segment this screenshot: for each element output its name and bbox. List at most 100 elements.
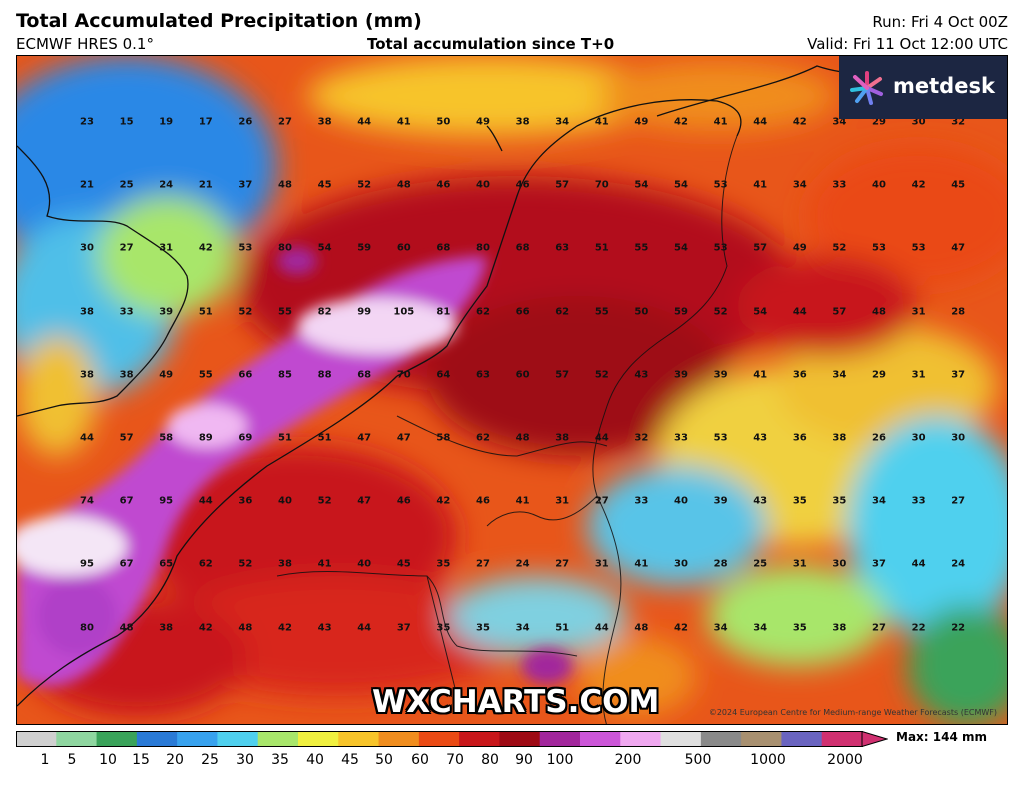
grid-value: 38 [119,369,134,381]
scale-tick-label: 60 [411,752,429,768]
grid-value: 37 [872,558,886,570]
grid-value: 19 [159,116,174,128]
grid-value: 54 [317,242,332,254]
grid-value: 44 [911,558,926,570]
grid-value: 32 [951,116,966,128]
scale-tick-label: 1 [40,752,50,768]
grid-value: 52 [357,179,372,191]
grid-value: 44 [594,432,609,444]
grid-value: 66 [238,369,253,381]
grid-value: 28 [951,306,966,318]
scale-tick-label: 20 [166,752,184,768]
grid-value: 49 [792,242,807,254]
grid-value: 53 [713,432,728,444]
grid-value: 48 [278,179,292,191]
grid-value: 51 [594,242,609,254]
metdesk-logo: metdesk [839,56,1007,119]
grid-value: 38 [80,369,94,381]
scale-tick-label: 200 [614,752,642,768]
grid-value: 50 [436,116,451,128]
scale-color-cell [136,731,178,747]
grid-value: 42 [911,179,926,191]
grid-value: 52 [238,306,253,318]
grid-value: 27 [594,495,609,507]
scale-color-cell [338,731,380,747]
grid-value: 38 [515,116,530,128]
grid-value: 59 [674,306,688,318]
grid-value: 24 [951,558,966,570]
grid-value: 47 [357,495,372,507]
grid-value: 55 [278,306,292,318]
grid-value: 43 [634,369,649,381]
grid-value: 42 [674,116,688,128]
grid-value: 35 [832,495,847,507]
grid-value: 53 [911,242,926,254]
grid-value: 52 [238,558,253,570]
grid-value: 99 [357,306,372,318]
grid-value: 74 [80,495,94,507]
grid-value: 23 [80,116,94,128]
precipitation-map: 23 15 19 17 26 27 38 44 41 50 49 38 34 41 49 42 41 44 42 34… [16,55,1008,725]
scale-tick-label: 25 [201,752,219,768]
grid-value: 57 [832,306,847,318]
grid-value: 51 [317,432,332,444]
grid-value: 40 [674,495,688,507]
grid-value: 15 [119,116,134,128]
grid-value: 34 [832,369,847,381]
scale-color-cell [177,731,219,747]
scale-color-cell [298,731,339,747]
scale-tick-label: 35 [271,752,289,768]
grid-value: 32 [634,432,649,444]
grid-value: 40 [278,495,292,507]
grid-value: 39 [713,369,728,381]
country-borders [276,135,738,724]
grid-value: 57 [555,179,570,191]
grid-value: 45 [951,179,966,191]
scale-tick-label: 1000 [750,752,786,768]
grid-value: 43 [753,495,768,507]
scale-arrow [861,731,888,747]
grid-value: 39 [674,369,688,381]
grid-value: 28 [713,558,728,570]
grid-value: 25 [119,179,134,191]
grid-value: 24 [159,179,174,191]
grid-value: 31 [911,306,926,318]
scale-tick-label: 100 [546,752,574,768]
grid-value: 41 [713,116,728,128]
grid-value: 21 [198,179,213,191]
grid-value: 44 [357,622,372,634]
grid-value: 34 [515,622,530,634]
grid-value: 60 [396,242,411,254]
grid-value: 40 [476,179,490,191]
grid-value: 63 [555,242,570,254]
grid-value: 30 [911,116,926,128]
scale-tick-label: 50 [375,752,393,768]
grid-value: 34 [832,116,847,128]
grid-value: 62 [476,432,490,444]
grid-value: 35 [436,558,451,570]
grid-value: 55 [198,369,213,381]
grid-value: 30 [832,558,847,570]
grid-value: 45 [317,179,332,191]
grid-value: 68 [357,369,372,381]
grid-value: 69 [238,432,253,444]
grid-value: 105 [393,306,415,318]
grid-value: 53 [238,242,253,254]
grid-value: 46 [476,495,490,507]
grid-value: 49 [159,369,174,381]
grid-value: 29 [872,116,886,128]
grid-value: 66 [515,306,530,318]
grid-value: 46 [515,179,530,191]
grid-value: 42 [436,495,451,507]
grid-value: 35 [436,622,451,634]
grid-value: 48 [396,179,411,191]
grid-value: 88 [317,369,332,381]
grid-value: 22 [911,622,926,634]
grid-value: 27 [476,558,490,570]
grid-value: 49 [476,116,490,128]
grid-value: 68 [436,242,451,254]
grid-value: 54 [674,179,688,191]
scale-color-cell [499,731,541,747]
grid-value: 67 [119,558,134,570]
grid-value: 85 [278,369,292,381]
